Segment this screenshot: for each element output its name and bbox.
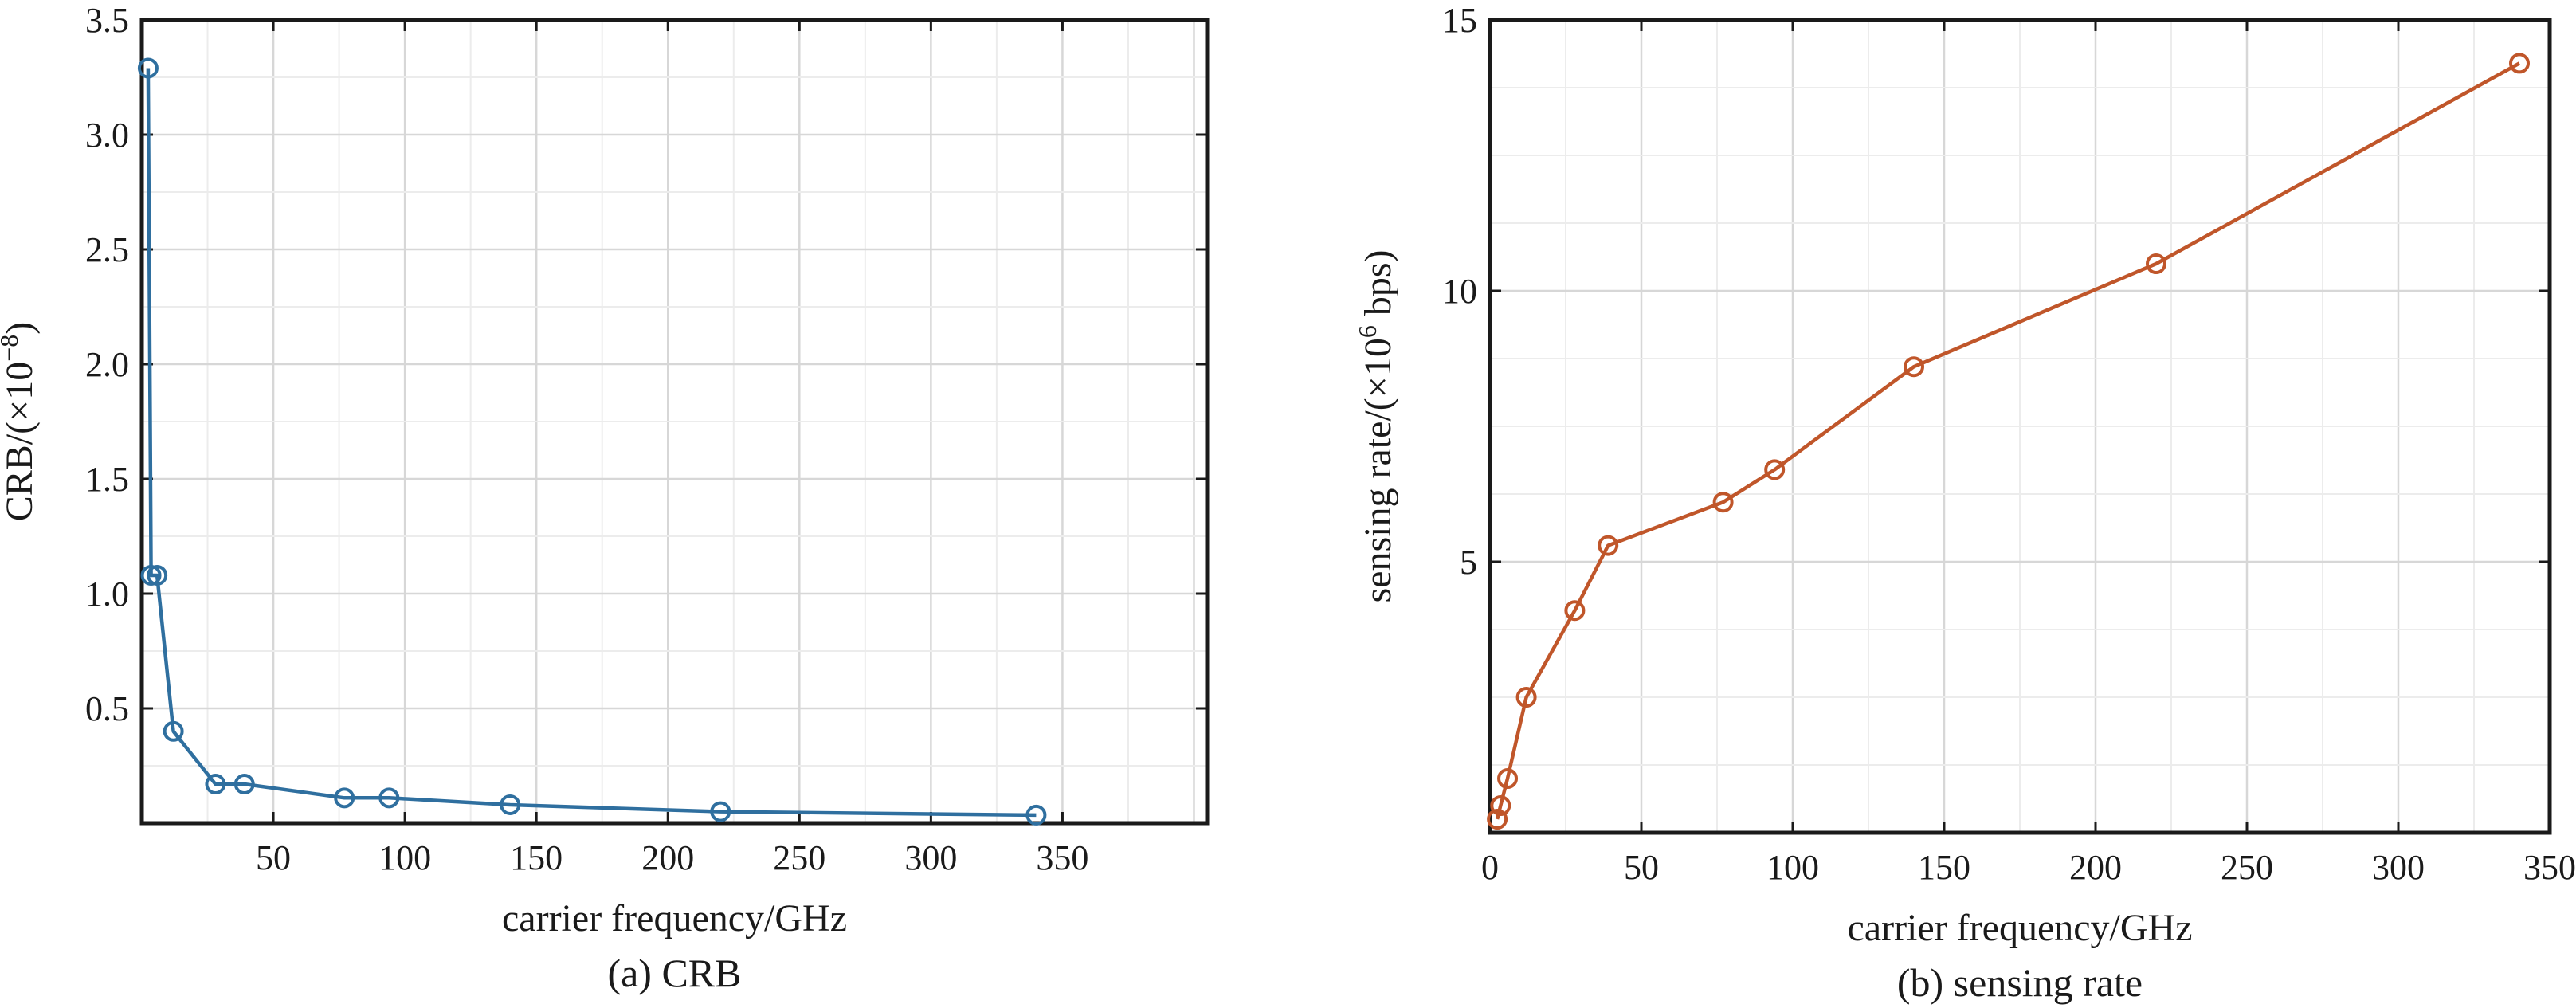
data-point xyxy=(147,564,168,586)
y-tick-label: 3.0 xyxy=(85,116,129,155)
plot-frame xyxy=(1488,18,2552,835)
y-tick-label: 5 xyxy=(1460,543,1477,582)
data-point xyxy=(233,774,255,795)
data-point xyxy=(1497,768,1519,789)
data-point xyxy=(1025,804,1047,826)
data-point xyxy=(163,720,184,742)
x-tick-label: 150 xyxy=(1918,848,1970,887)
x-tick-label: 200 xyxy=(641,838,694,877)
data-point xyxy=(500,794,521,815)
data-point xyxy=(1764,459,1786,480)
x-tick-label: 300 xyxy=(904,838,957,877)
data-point xyxy=(2509,53,2530,74)
data-point xyxy=(1712,492,1734,513)
y-axis-label-close: bps) xyxy=(1357,250,1399,326)
y-axis-label-sup: 6 xyxy=(1353,325,1382,338)
x-tick-label: 250 xyxy=(2221,848,2273,887)
series-line xyxy=(146,68,1037,818)
chart-crb: 50 100 150 200 250 300 350 0.5 1.0 1.5 2.0 2.5 3.0 3.… xyxy=(0,1,1210,995)
data-point xyxy=(334,787,355,809)
data-point xyxy=(1904,356,1924,378)
y-tick-label: 2.5 xyxy=(85,230,129,269)
data-point xyxy=(205,774,226,795)
x-tick-label: 200 xyxy=(2069,848,2122,887)
x-axis-label: carrier frequency/GHz xyxy=(1847,907,2192,949)
y-tick-label: 1.0 xyxy=(85,575,129,614)
chart-caption: (b) sensing rate xyxy=(1897,960,2143,1005)
data-point xyxy=(1487,809,1508,830)
grid xyxy=(140,18,1207,825)
y-axis-label-sup: −8 xyxy=(0,335,23,362)
x-tick-label: 250 xyxy=(773,838,825,877)
data-point xyxy=(137,57,159,79)
y-tick-label: 15 xyxy=(1442,1,1477,40)
y-axis-label-main: sensing rate/(×10 xyxy=(1357,338,1399,602)
x-axis-label: carrier frequency/GHz xyxy=(502,897,847,939)
y-tick-label: 3.5 xyxy=(85,1,129,40)
y-tick-label: 2.0 xyxy=(85,345,129,384)
y-axis-label-main: CRB/(×10 xyxy=(0,362,41,521)
x-tick-label: 150 xyxy=(510,838,563,877)
data-point xyxy=(2146,253,2166,274)
y-tick-label: 10 xyxy=(1442,272,1477,311)
x-tick-label: 300 xyxy=(2372,848,2425,887)
data-point xyxy=(1564,600,1586,622)
x-tick-label: 350 xyxy=(1036,838,1088,877)
y-tick-label: 0.5 xyxy=(85,689,129,728)
x-tick-label: 50 xyxy=(256,838,291,877)
y-axis-label: CRB/(×10−8) xyxy=(0,322,41,521)
data-point xyxy=(710,801,731,822)
x-tick-label: 100 xyxy=(378,838,431,877)
data-point xyxy=(140,564,162,586)
y-axis-label-close: ) xyxy=(0,322,41,335)
y-tick-label: 1.5 xyxy=(85,460,129,499)
data-point xyxy=(378,787,400,809)
x-tick-label: 0 xyxy=(1481,848,1499,887)
x-tick-label: 100 xyxy=(1766,848,1819,887)
plot-frame xyxy=(139,18,1210,826)
data-point xyxy=(1598,535,1619,556)
y-axis-label: sensing rate/(×106 bps) xyxy=(1353,250,1399,603)
x-tick-label: 50 xyxy=(1624,848,1659,887)
chart-caption: (a) CRB xyxy=(607,951,741,995)
x-tick-label: 350 xyxy=(2523,848,2576,887)
chart-sensing-rate: 0 50 100 150 200 250 300 350 5 10 15 carrier freque… xyxy=(1353,1,2576,1005)
data-point xyxy=(1490,795,1511,816)
data-point xyxy=(1515,687,1537,708)
